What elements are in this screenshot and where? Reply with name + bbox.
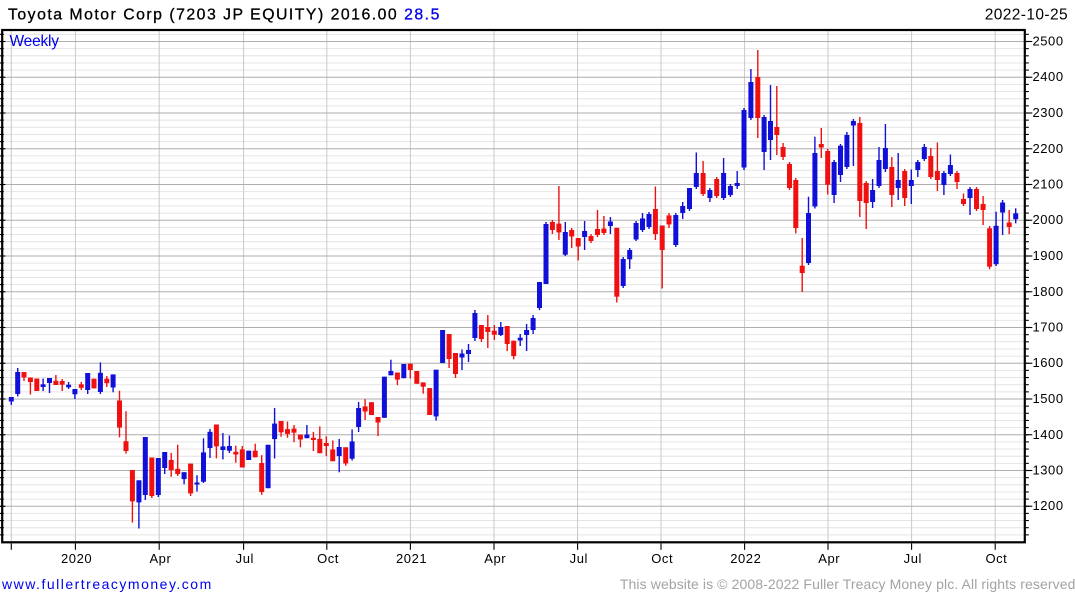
svg-text:1200: 1200 <box>1033 498 1064 513</box>
svg-text:Apr: Apr <box>818 551 840 566</box>
svg-text:Weekly: Weekly <box>10 33 60 50</box>
svg-text:Jul: Jul <box>904 551 922 566</box>
svg-text:1700: 1700 <box>1033 320 1064 335</box>
svg-text:Oct: Oct <box>317 551 339 566</box>
svg-text:1400: 1400 <box>1033 427 1064 442</box>
svg-text:2022-10-25: 2022-10-25 <box>985 7 1068 24</box>
svg-text:1600: 1600 <box>1033 355 1064 370</box>
svg-text:Jul: Jul <box>570 551 588 566</box>
svg-text:2400: 2400 <box>1033 69 1064 84</box>
svg-text:1300: 1300 <box>1033 463 1064 478</box>
svg-text:Apr: Apr <box>484 551 506 566</box>
svg-text:1800: 1800 <box>1033 284 1064 299</box>
svg-text:2020: 2020 <box>61 551 92 566</box>
svg-text:2500: 2500 <box>1033 34 1064 49</box>
svg-text:1900: 1900 <box>1033 248 1064 263</box>
svg-text:Apr: Apr <box>149 551 171 566</box>
svg-text:2100: 2100 <box>1033 177 1064 192</box>
svg-text:1500: 1500 <box>1033 391 1064 406</box>
svg-text:Oct: Oct <box>651 551 673 566</box>
svg-text:2022: 2022 <box>730 551 761 566</box>
svg-text:This website is © 2008-2022 Fu: This website is © 2008-2022 Fuller Treac… <box>620 576 1075 592</box>
svg-text:Oct: Oct <box>985 551 1007 566</box>
svg-text:2200: 2200 <box>1033 141 1064 156</box>
svg-text:Toyota Motor Corp (7203 JP EQU: Toyota Motor Corp (7203 JP EQUITY) 2016.… <box>8 7 441 24</box>
svg-text:www.fullertreacymoney.com: www.fullertreacymoney.com <box>1 576 213 592</box>
svg-text:2021: 2021 <box>396 551 427 566</box>
svg-text:2000: 2000 <box>1033 212 1064 227</box>
svg-text:2300: 2300 <box>1033 105 1064 120</box>
svg-text:Jul: Jul <box>236 551 254 566</box>
